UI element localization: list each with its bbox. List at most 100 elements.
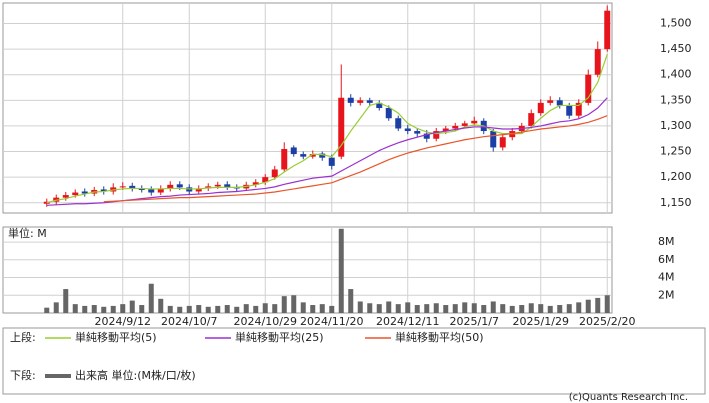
y-tick-label: 1,450 <box>660 42 692 55</box>
x-tick-label: 2025/1/7 <box>450 315 499 328</box>
volume-bar <box>44 307 50 313</box>
y-tick-label: 1,300 <box>660 119 692 132</box>
candle-body <box>414 131 421 134</box>
volume-bar <box>110 305 116 313</box>
volume-bar <box>528 303 534 313</box>
legend-label: 単純移動平均(50) <box>395 330 484 344</box>
volume-bar <box>167 305 173 313</box>
volume-bar <box>547 305 553 313</box>
candle-body <box>461 123 468 126</box>
volume-bar <box>395 304 401 313</box>
volume-panel <box>2 226 613 314</box>
volume-bar <box>243 304 249 313</box>
y-tick-label: 4M <box>658 271 675 284</box>
candle-body <box>129 185 136 189</box>
volume-bar <box>443 305 449 313</box>
volume-bar <box>490 301 496 313</box>
candle-body <box>319 153 326 158</box>
candle-body <box>594 49 601 75</box>
volume-bar <box>329 305 335 313</box>
volume-bar <box>319 304 325 313</box>
candle-body <box>328 157 335 166</box>
volume-bar <box>338 228 344 313</box>
volume-bar <box>101 306 107 313</box>
volume-bar <box>595 297 601 313</box>
volume-bar <box>253 305 259 313</box>
volume-bar <box>291 295 297 313</box>
volume-bar <box>367 303 373 313</box>
candle-body <box>604 10 611 50</box>
volume-bar <box>414 305 420 313</box>
candle-body <box>556 100 563 106</box>
candle-body <box>224 184 231 188</box>
volume-bar <box>452 304 458 313</box>
volume-bar <box>424 304 430 313</box>
candle-body <box>537 102 544 114</box>
y-tick-label: 1,400 <box>660 68 692 81</box>
x-tick-label: 2024/11/20 <box>300 315 363 328</box>
candle-body <box>81 191 88 194</box>
x-tick-label: 2024/12/11 <box>376 315 439 328</box>
candle-body <box>471 120 478 124</box>
candle-body <box>395 118 402 129</box>
volume-bar <box>215 305 221 313</box>
volume-bar <box>139 305 145 313</box>
y-tick-label: 1,500 <box>660 16 692 29</box>
volume-bar <box>500 304 506 313</box>
candle-body <box>376 102 383 108</box>
volume-bar <box>281 296 287 313</box>
candle-body <box>423 133 430 139</box>
volume-bar <box>148 283 154 313</box>
candle-body <box>404 128 411 132</box>
volume-bar <box>481 305 487 313</box>
candle-body <box>452 125 459 129</box>
candle-body <box>262 177 269 183</box>
candle-body <box>566 105 573 116</box>
candle-body <box>62 195 69 198</box>
volume-unit: 単位: M <box>8 226 47 240</box>
candle-body <box>157 188 164 193</box>
y-tick-label: 2M <box>658 288 675 301</box>
candle-body <box>100 189 107 192</box>
volume-bar <box>576 302 582 313</box>
volume-bar <box>300 302 306 313</box>
legend-label: 単純移動平均(25) <box>235 330 324 344</box>
candle-body <box>575 102 582 116</box>
volume-bar <box>262 303 268 313</box>
candle-body <box>357 100 364 103</box>
candle-body <box>442 128 449 132</box>
candle-body <box>547 100 554 103</box>
x-tick-label: 2024/10/29 <box>234 315 297 328</box>
y-tick-label: 6M <box>658 253 675 266</box>
y-tick-label: 1,250 <box>660 145 692 158</box>
volume-bar <box>604 295 610 313</box>
volume-bar <box>519 305 525 313</box>
volume-bar <box>158 298 164 313</box>
legend-label: 単純移動平均(5) <box>75 330 157 344</box>
legend-box <box>2 327 706 395</box>
candle-body <box>309 154 316 157</box>
candle-body <box>585 74 592 103</box>
copyright: (c)Quants Research Inc. <box>569 392 688 403</box>
legend-lower-label: 下段: <box>10 368 36 382</box>
candle-body <box>119 186 126 188</box>
volume-bar <box>471 303 477 313</box>
candle-body <box>385 108 392 119</box>
candle-body <box>300 154 307 157</box>
volume-bar <box>53 302 59 313</box>
volume-bar <box>234 306 240 313</box>
y-tick-label: 1,150 <box>660 196 692 209</box>
volume-bar <box>272 304 278 313</box>
candle-body <box>176 184 183 188</box>
volume-bar <box>538 304 544 313</box>
price-panel <box>2 2 613 214</box>
candle-body <box>148 189 155 193</box>
candle-body <box>347 97 354 103</box>
volume-bar <box>433 303 439 313</box>
y-tick-label: 1,350 <box>660 93 692 106</box>
volume-bar <box>63 289 69 313</box>
volume-bar <box>120 304 126 313</box>
candle-body <box>72 192 79 196</box>
candle-body <box>290 147 297 155</box>
